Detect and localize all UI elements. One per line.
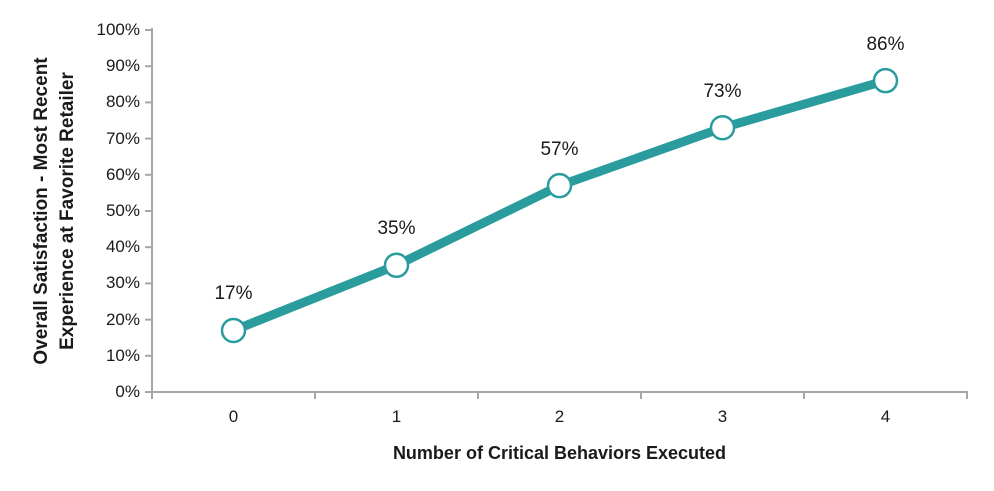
y-tick-label: 100% [96, 20, 140, 39]
data-point-marker [383, 252, 410, 279]
data-label: 73% [703, 80, 742, 102]
data-point-marker [546, 172, 573, 199]
y-tick-label: 50% [105, 201, 140, 220]
data-point-marker [220, 317, 247, 344]
series-line [231, 76, 887, 335]
data-label: 86% [866, 33, 905, 55]
y-tick-label: 40% [105, 237, 140, 257]
data-label: 35% [377, 218, 416, 240]
x-tick-label: 4 [880, 407, 891, 426]
data-point-marker [709, 114, 736, 141]
y-tick-label: 80% [105, 92, 140, 112]
y-axis-title-line1: Overall Satisfaction - Most Recent [31, 57, 52, 365]
x-axis-title: Number of Critical Behaviors Executed [392, 443, 727, 463]
y-tick-label: 0% [115, 382, 140, 401]
y-tick-label: 20% [105, 309, 140, 329]
y-tick-label: 90% [105, 56, 140, 76]
x-tick-label: 0 [228, 407, 239, 426]
y-tick-label: 70% [105, 128, 140, 148]
x-tick-label: 3 [717, 407, 728, 426]
y-tick-label: 10% [105, 345, 140, 365]
x-tick-label: 1 [391, 407, 402, 426]
y-tick-label: 30% [105, 273, 140, 293]
x-tick-label: 2 [554, 407, 565, 426]
data-point-marker [872, 67, 899, 94]
data-label: 57% [540, 138, 579, 160]
data-label: 17% [214, 283, 253, 305]
y-tick-label: 60% [105, 164, 140, 184]
